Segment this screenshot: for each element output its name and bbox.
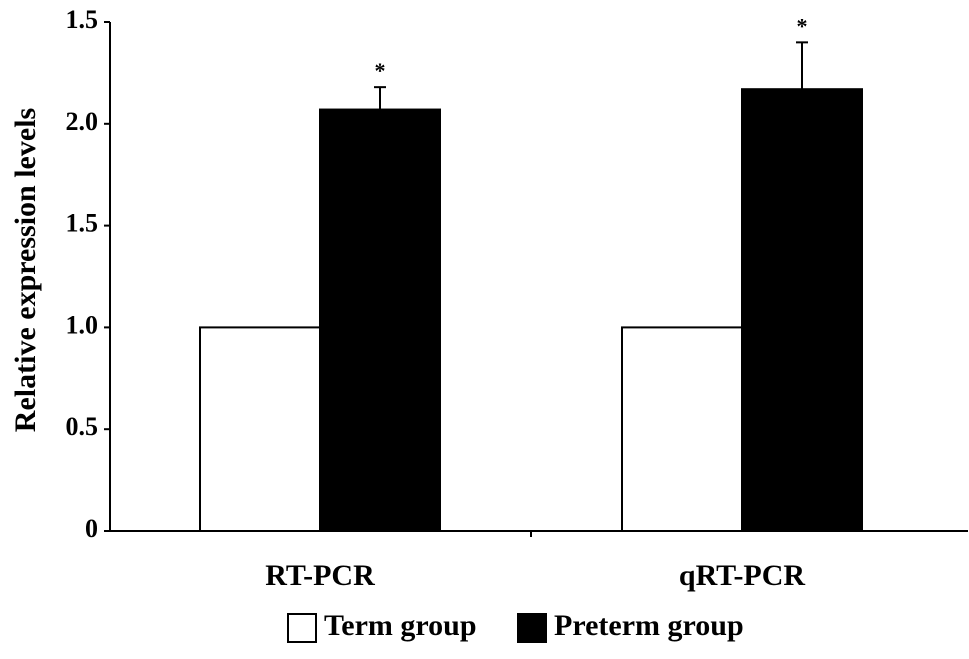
bar [741,88,863,533]
error-bar [374,86,386,110]
error-bar [796,41,808,90]
y-tick-label: 2.0 [66,107,99,136]
legend-swatch [517,613,547,643]
y-axis-label: Relative expression levels [9,108,42,432]
x-tick-label: qRT-PCR [679,559,806,592]
y-tick-label: 1.0 [66,310,99,339]
x-tick-label: RT-PCR [265,559,375,592]
y-tick-label: 1.5 [66,5,99,34]
bar [621,326,743,532]
bar [199,326,321,532]
legend-label: Term group [324,609,477,642]
significance-label: * [797,13,808,38]
legend-swatch [287,613,317,643]
y-tick-label: 0 [85,514,98,543]
significance-label: * [375,58,386,83]
y-tick-label: 0.5 [66,412,99,441]
y-tick-label: 1.5 [66,209,99,238]
bar [319,108,441,532]
legend-label: Preterm group [554,609,744,642]
